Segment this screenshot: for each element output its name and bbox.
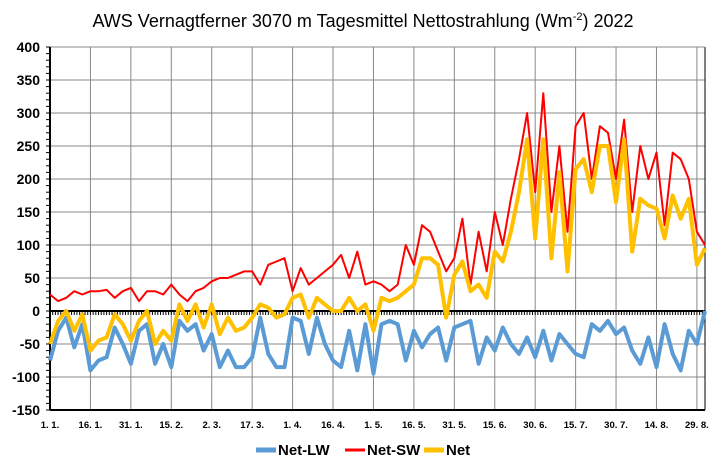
y-tick-label: 350 <box>17 72 41 88</box>
x-tick-label: 31. 5. <box>442 420 466 431</box>
series-line-net <box>48 137 707 353</box>
x-axis: 1. 1. 16. 1. 31. 1. 15. 2. 2. 3. 17. 3. 1. 4. 1… <box>41 310 709 431</box>
y-tick-label: 400 <box>17 39 41 55</box>
legend: Net-LW Net-SW Net <box>256 442 470 459</box>
x-tick-label: 1. 1. <box>41 420 60 431</box>
series-lines <box>48 92 707 376</box>
y-tick-label: 200 <box>17 171 41 187</box>
x-tick-label: 30. 7. <box>604 420 628 431</box>
x-tick-label: 29. 8. <box>685 420 709 431</box>
y-tick-label: 150 <box>17 204 41 220</box>
legend-label: Net-SW <box>367 442 421 459</box>
x-tick-label: 15. 7. <box>564 420 588 431</box>
y-tick-label: 100 <box>17 237 41 253</box>
x-tick-label: 1. 4. <box>283 420 302 431</box>
y-axis: -150 -100 -50 0 50 100 150 200 250 300 350 400 <box>12 39 51 418</box>
y-tick-label: -150 <box>12 402 40 418</box>
x-tick-label: 17. 3. <box>240 420 264 431</box>
series-line-net-lw <box>48 310 707 376</box>
x-tick-label: 31. 1. <box>119 420 143 431</box>
legend-label: Net <box>446 442 470 459</box>
x-tick-label: 15. 2. <box>159 420 183 431</box>
chart-title: AWS Vernagtferner 3070 m Tagesmittel Net… <box>92 11 633 31</box>
x-tick-label: 16. 1. <box>79 420 103 431</box>
y-tick-label: -50 <box>20 336 40 352</box>
y-tick-label: 300 <box>17 105 41 121</box>
y-tick-label: -100 <box>12 369 40 385</box>
x-tick-label: 16. 4. <box>321 420 345 431</box>
series-line-net-sw <box>49 92 706 303</box>
legend-label: Net-LW <box>278 442 331 459</box>
x-tick-label: 14. 8. <box>645 420 669 431</box>
x-tick-label: 16. 5. <box>402 420 426 431</box>
y-tick-label: 0 <box>32 303 40 319</box>
x-tick-label: 2. 3. <box>202 420 221 431</box>
x-tick-label: 15. 6. <box>483 420 507 431</box>
x-tick-label: 1. 5. <box>364 420 383 431</box>
x-tick-label: 30. 6. <box>523 420 547 431</box>
y-tick-label: 250 <box>17 138 41 154</box>
y-tick-label: 50 <box>24 270 40 286</box>
